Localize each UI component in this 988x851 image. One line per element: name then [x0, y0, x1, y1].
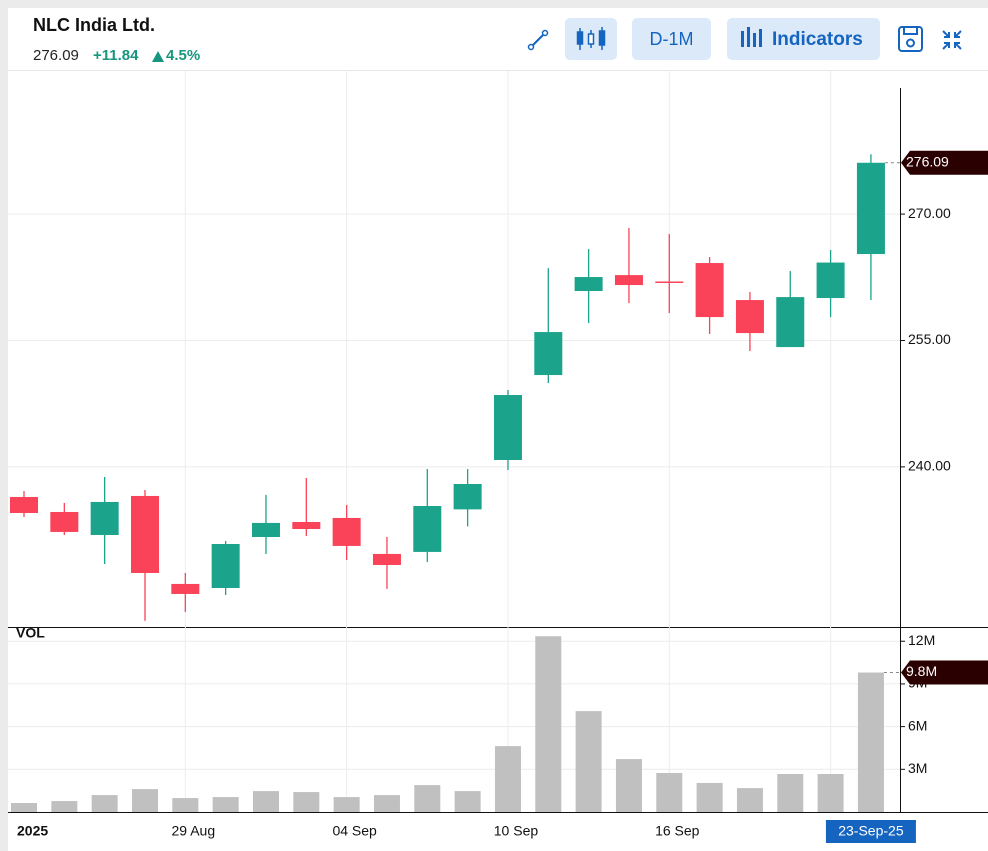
collapse-button[interactable]	[942, 30, 962, 50]
candle-body	[130, 495, 159, 573]
candle-body	[372, 553, 401, 565]
indicators-label: Indicators	[772, 29, 863, 50]
candle-body	[574, 277, 603, 292]
change-pct: 4.5%	[166, 47, 200, 64]
candle-body	[90, 501, 119, 535]
volume-bar	[615, 759, 642, 812]
indicators-button[interactable]: Indicators	[727, 18, 880, 60]
chart-title: NLC India Ltd.	[33, 15, 155, 35]
volume-bar	[172, 798, 199, 812]
volume-bar	[857, 672, 884, 812]
volume-bar	[494, 746, 521, 812]
crosshair-date-box	[825, 820, 916, 843]
y-tick-label: 270.00	[908, 205, 951, 221]
last-price-marker	[901, 150, 988, 175]
candle-body	[453, 484, 482, 510]
change: +11.84	[93, 47, 139, 64]
volume-bar	[212, 797, 239, 812]
candle-body	[695, 263, 724, 318]
volume-bar	[333, 797, 360, 812]
x-tick-label: 29 Aug	[172, 823, 216, 839]
x-tick-label: 2025	[17, 823, 48, 839]
x-tick-label: 16 Sep	[655, 823, 700, 839]
last-volume-label: 9.8M	[906, 663, 937, 679]
interval-label: D-1M	[650, 29, 694, 49]
interval-button[interactable]: D-1M	[632, 18, 711, 60]
candle-body	[211, 543, 240, 588]
volume-bar	[252, 791, 279, 812]
last-price: 276.09	[33, 47, 79, 64]
volume-bar	[454, 791, 481, 812]
grid	[8, 70, 900, 812]
candle-body	[413, 505, 442, 552]
volume-bar	[656, 773, 683, 812]
volume-bar	[293, 792, 320, 812]
candle-body	[332, 517, 361, 546]
volume-bar	[575, 711, 602, 812]
volume-bar	[91, 795, 118, 812]
x-tick-label: 10 Sep	[494, 823, 539, 839]
candle-body	[50, 511, 79, 532]
last-volume-marker	[901, 660, 988, 685]
candle-body	[251, 522, 280, 538]
volume-tick-label: 3M	[908, 760, 927, 776]
volume-bar	[535, 636, 562, 812]
volume-bar	[817, 774, 844, 812]
x-tick-label: 04 Sep	[332, 823, 377, 839]
volume-tick-label: 6M	[908, 717, 927, 733]
volume-bar	[414, 785, 441, 812]
volume-bar	[51, 801, 78, 812]
volume-tick-label: 12M	[908, 632, 935, 648]
volume-bar	[11, 803, 37, 812]
candle-body	[534, 332, 563, 376]
last-price-label: 276.09	[906, 153, 949, 169]
candle-body	[655, 281, 684, 284]
candle-body	[292, 522, 321, 529]
candle-body	[10, 496, 38, 513]
volume-label: VOL	[16, 625, 45, 641]
chart-type-button[interactable]	[565, 18, 617, 60]
candle-body	[735, 300, 764, 334]
volume-bar	[373, 795, 400, 812]
candle-body	[816, 262, 845, 299]
candle-body	[856, 162, 885, 255]
volume-bar	[696, 782, 723, 812]
candle-body	[614, 275, 643, 286]
volume-bar	[131, 789, 158, 812]
volume-bar	[736, 788, 763, 812]
candle-body	[776, 297, 805, 348]
up-arrow	[152, 51, 164, 62]
candle-body	[171, 583, 200, 594]
x-tick-label: 23-Sep-25	[838, 823, 904, 839]
candle-body	[493, 395, 522, 460]
draw-tool[interactable]	[527, 29, 549, 51]
y-tick-label: 240.00	[908, 458, 951, 474]
save-button[interactable]	[898, 26, 923, 52]
volume-bar	[777, 774, 804, 812]
y-tick-label: 255.00	[908, 331, 951, 347]
